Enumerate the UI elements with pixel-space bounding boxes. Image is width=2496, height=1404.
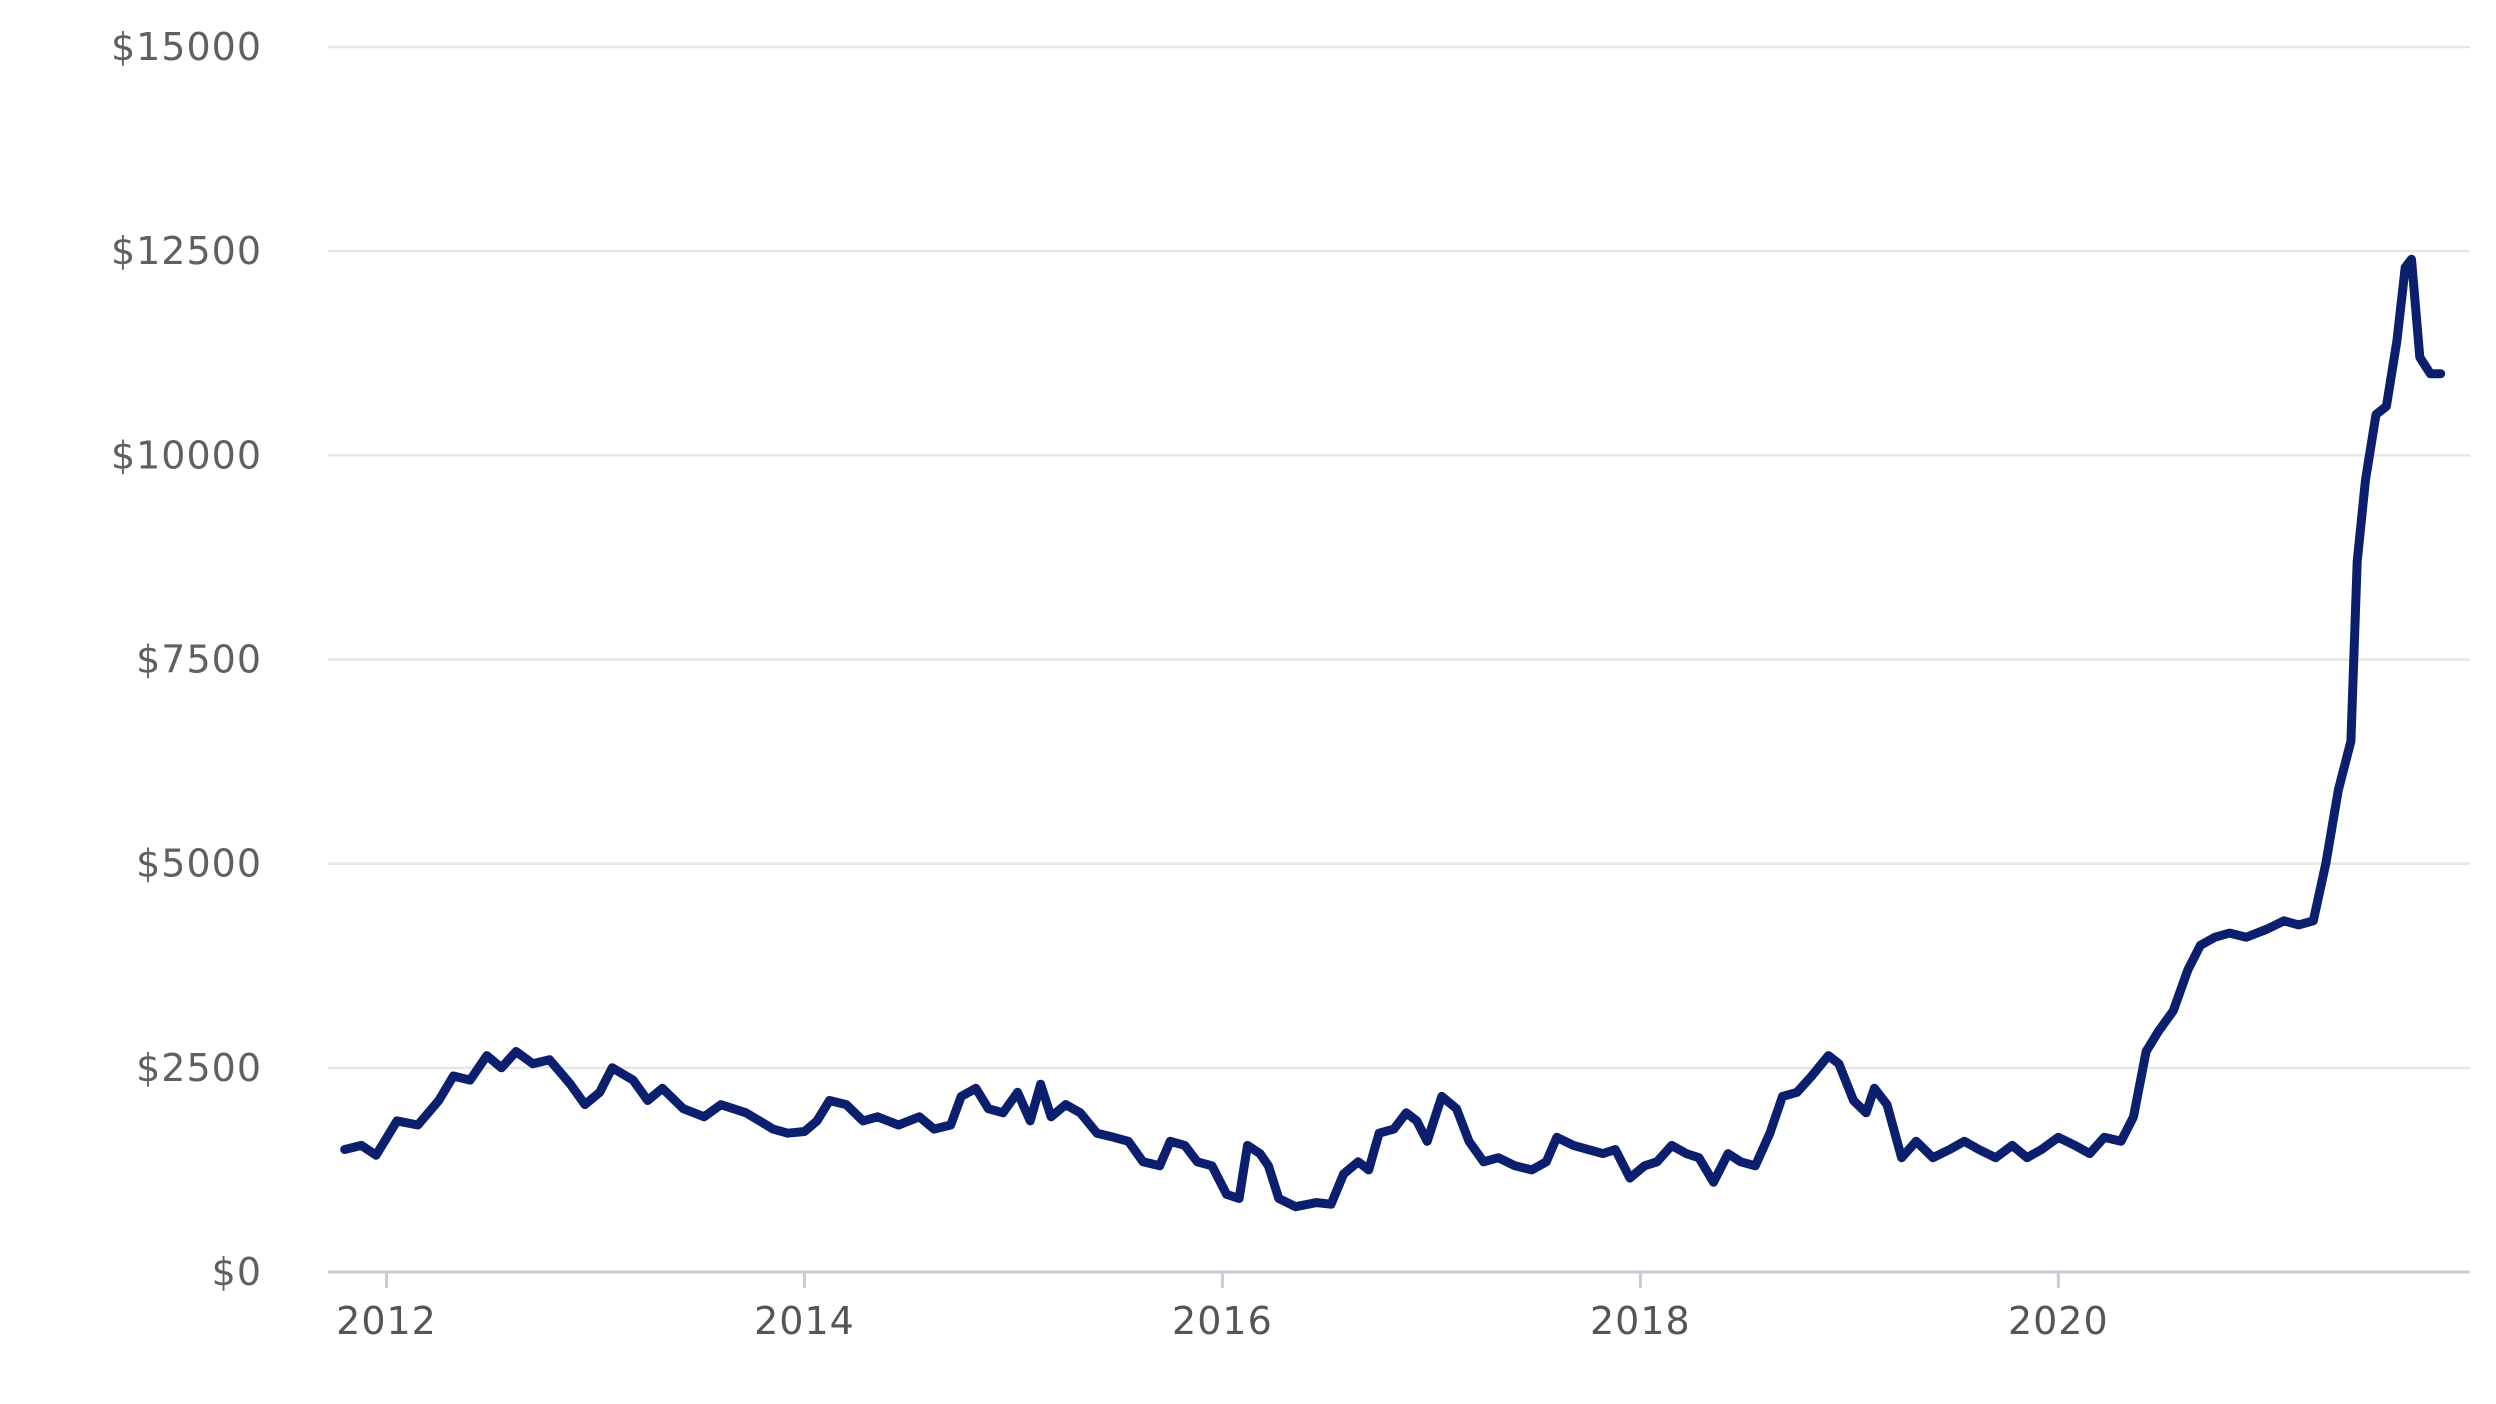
x-axis: 2012 2014 2016 2018 2020 <box>328 1270 2470 1343</box>
y-tick-label: $10000 <box>111 433 262 477</box>
grid-lines <box>328 45 2470 1070</box>
y-axis: $0 $2500 $5000 $7500 $10000 $12500 $15000 <box>111 25 262 1294</box>
x-tick-label: 2014 <box>754 1299 855 1343</box>
plot-area <box>340 254 2446 1212</box>
y-tick-label: $0 <box>212 1250 262 1294</box>
y-tick-label: $5000 <box>136 842 262 886</box>
x-tick-label: 2016 <box>1172 1299 1273 1343</box>
y-tick-label: $2500 <box>136 1046 262 1090</box>
series-line-0 <box>340 254 2446 1212</box>
x-tick-label: 2018 <box>1590 1299 1691 1343</box>
y-tick-label: $7500 <box>136 638 262 682</box>
y-tick-label: $15000 <box>111 25 262 69</box>
x-tick-label: 2020 <box>2008 1299 2109 1343</box>
x-tick-label: 2012 <box>336 1299 437 1343</box>
y-tick-label: $12500 <box>111 229 262 273</box>
